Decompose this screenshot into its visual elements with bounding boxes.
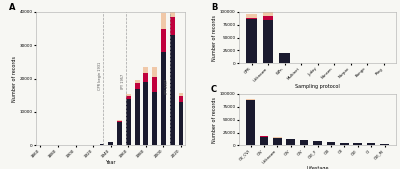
Bar <box>126 99 131 145</box>
Bar <box>367 143 376 145</box>
Y-axis label: Number of records: Number of records <box>12 56 17 102</box>
Bar <box>263 16 274 20</box>
Bar <box>144 73 148 82</box>
Bar <box>170 5 175 17</box>
Text: B: B <box>211 3 217 12</box>
Bar <box>380 144 389 145</box>
Bar <box>126 96 131 99</box>
Bar <box>108 142 113 145</box>
Bar <box>326 142 335 145</box>
Bar <box>353 143 362 145</box>
Bar <box>152 77 157 92</box>
Bar <box>246 18 257 19</box>
Bar <box>263 7 274 16</box>
Bar <box>144 67 148 73</box>
Bar <box>117 120 122 121</box>
Text: IPY 2007: IPY 2007 <box>164 79 168 94</box>
Bar <box>273 138 282 145</box>
Bar <box>152 67 157 77</box>
Bar <box>246 14 257 18</box>
Bar <box>135 83 140 89</box>
Bar <box>260 137 268 145</box>
Bar <box>152 92 157 145</box>
Bar <box>161 29 166 52</box>
X-axis label: Sampling protocol: Sampling protocol <box>295 84 340 89</box>
Bar <box>279 53 290 63</box>
Bar <box>161 14 166 29</box>
Bar <box>246 19 257 63</box>
Y-axis label: Number of records: Number of records <box>212 97 217 143</box>
Bar <box>161 52 166 145</box>
Bar <box>135 89 140 145</box>
Bar <box>144 82 148 145</box>
X-axis label: Lifestage: Lifestage <box>306 166 329 169</box>
Bar <box>170 35 175 145</box>
Bar <box>286 139 295 145</box>
Bar <box>170 17 175 35</box>
Bar <box>246 100 255 145</box>
Bar <box>135 80 140 83</box>
Bar <box>179 93 184 96</box>
X-axis label: Year: Year <box>106 160 116 165</box>
Bar <box>126 94 131 96</box>
Y-axis label: Number of records: Number of records <box>212 15 217 61</box>
Bar <box>179 102 184 145</box>
Text: CPR begin 1931: CPR begin 1931 <box>98 62 102 90</box>
Text: IPY 1957: IPY 1957 <box>121 74 125 89</box>
Bar <box>313 141 322 145</box>
Bar <box>179 96 184 102</box>
Bar <box>300 140 308 145</box>
Text: C: C <box>211 85 217 94</box>
Text: A: A <box>9 3 16 12</box>
Bar <box>117 122 122 145</box>
Bar <box>260 136 268 137</box>
Bar <box>117 121 122 122</box>
Bar <box>263 20 274 63</box>
Bar <box>100 144 104 145</box>
Bar <box>340 143 349 145</box>
